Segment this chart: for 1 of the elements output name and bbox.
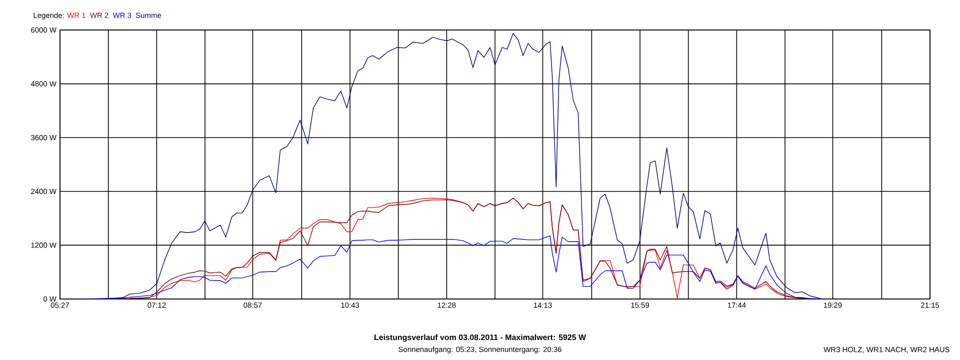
line-series <box>84 33 822 300</box>
